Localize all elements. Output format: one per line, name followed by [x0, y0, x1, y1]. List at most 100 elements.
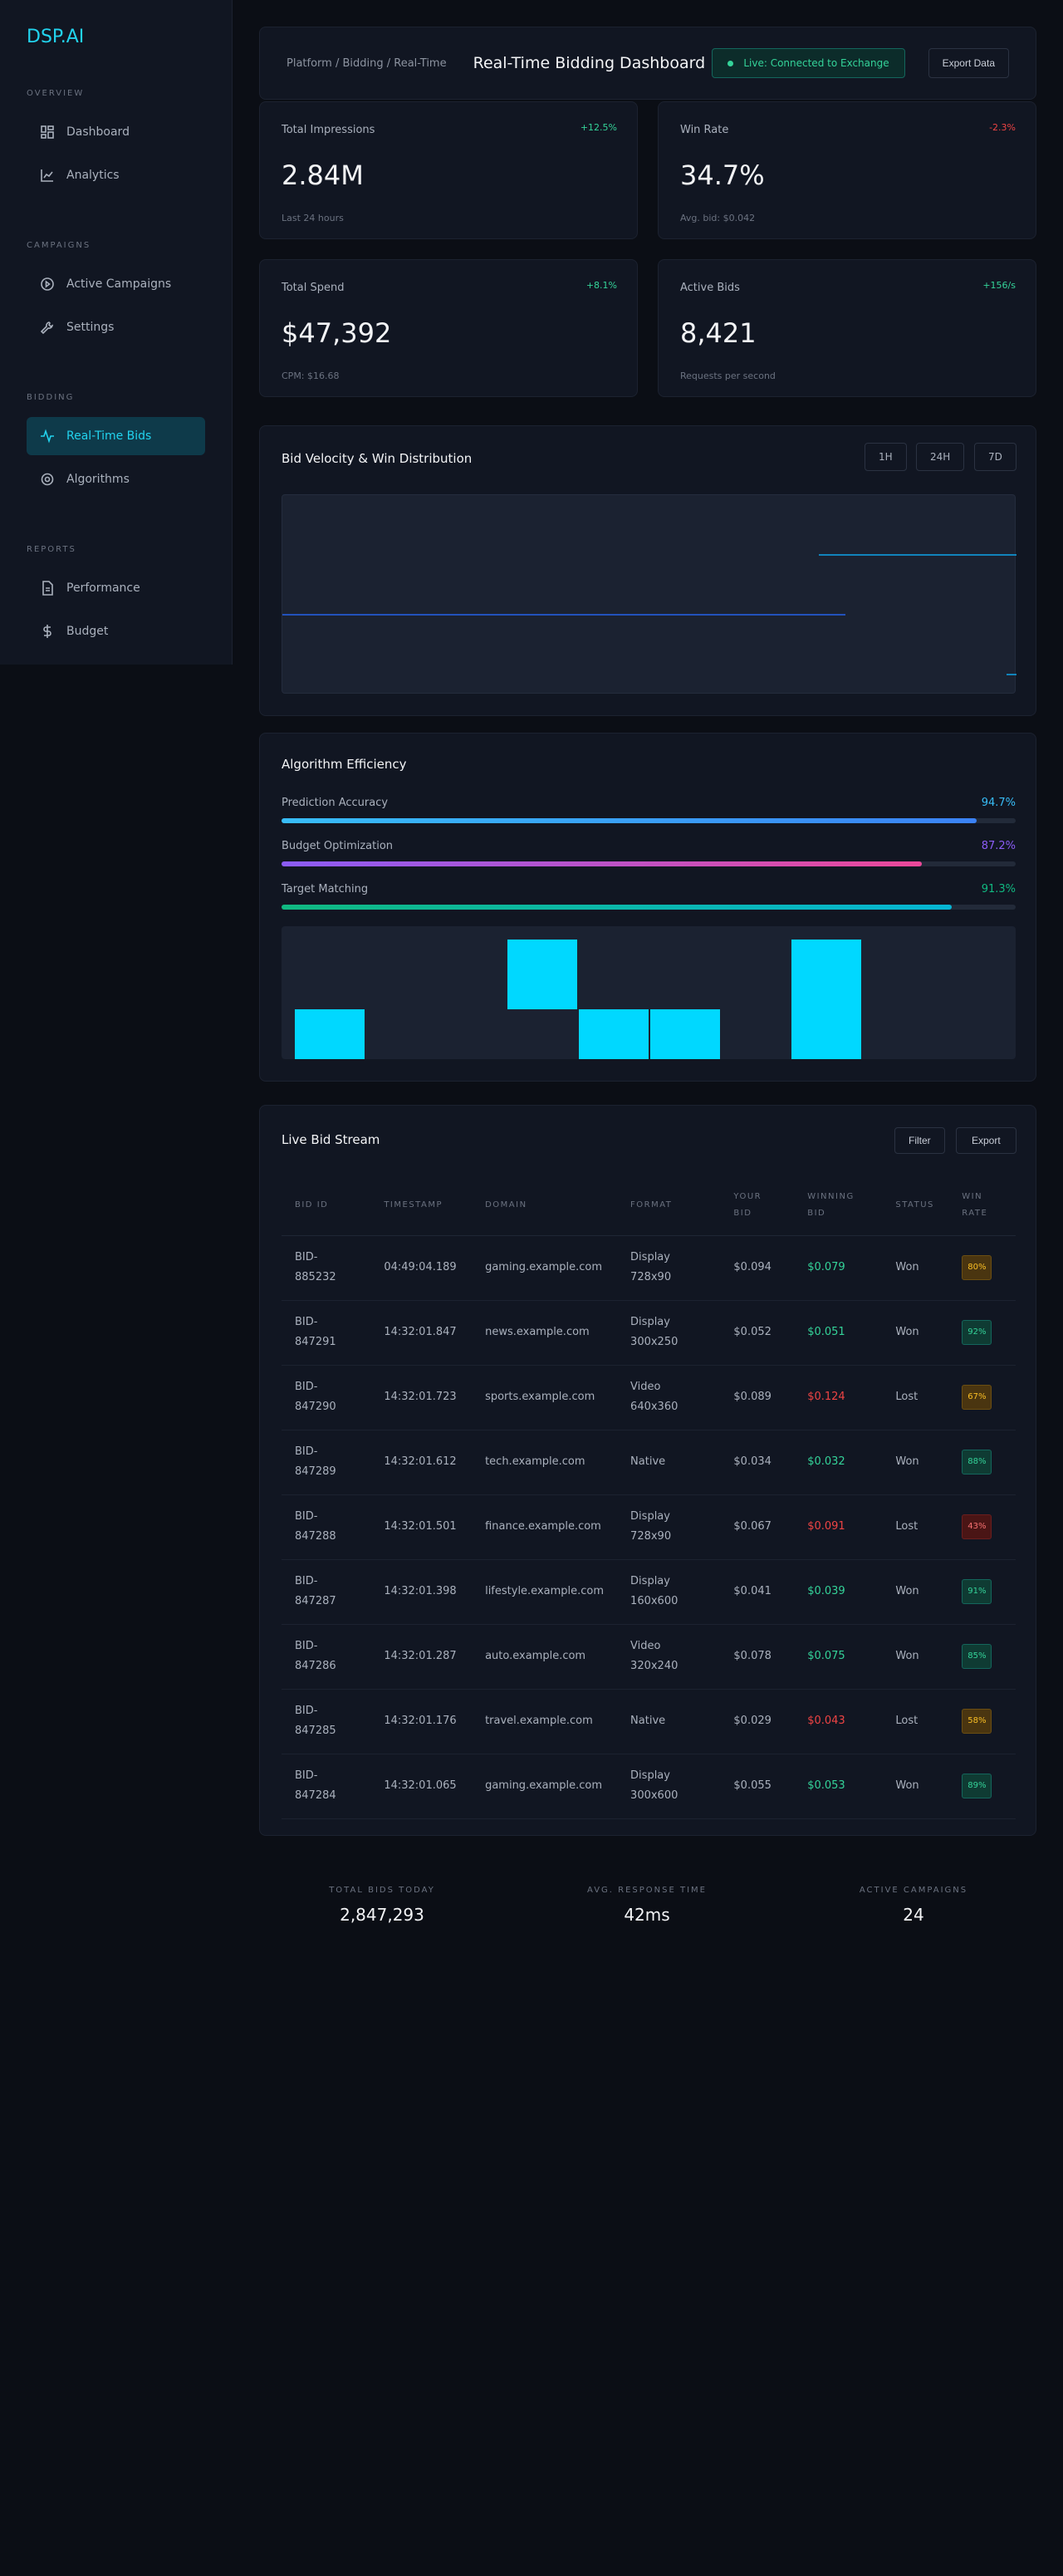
your-bid-cell: $0.094	[720, 1235, 795, 1301]
footer-value: 2,847,293	[340, 1905, 424, 1925]
domain-cell: gaming.example.com	[472, 1235, 618, 1301]
table-row[interactable]: BID-847285 14:32:01.176 travel.example.com…	[282, 1689, 1016, 1754]
sidebar-item-dashboard[interactable]: Dashboard	[27, 113, 205, 151]
table-row[interactable]: BID-847287 14:32:01.398 lifestyle.example.…	[282, 1559, 1016, 1625]
page-title: Real-Time Bidding Dashboard	[473, 54, 706, 72]
efficiency-value: 91.3%	[981, 883, 1016, 895]
connection-status-text: Live: Connected to Exchange	[743, 57, 889, 69]
domain-cell: tech.example.com	[472, 1430, 618, 1495]
domain-cell: travel.example.com	[472, 1689, 618, 1754]
sidebar-item-label: Real-Time Bids	[66, 429, 152, 443]
efficiency-bar-track	[282, 818, 1016, 823]
metric-label: Active Bids	[680, 282, 740, 294]
timestamp-cell: 14:32:01.847	[370, 1300, 473, 1366]
metric-subtext: Last 24 hours	[282, 213, 344, 223]
sidebar-item-real-time-bids[interactable]: Real-Time Bids	[27, 417, 205, 455]
metric-card-active-bids: Active Bids +156/s 8,421 Requests per se…	[658, 259, 1036, 397]
column-header[interactable]: Format	[617, 1175, 721, 1236]
format-cell: Display 300x600	[617, 1754, 721, 1819]
efficiency-heatmap	[282, 926, 1016, 1059]
column-header[interactable]: Domain	[472, 1175, 618, 1236]
footer-stat-response-time: Avg. Response Time 42ms	[514, 1886, 780, 1925]
heatmap-cell	[579, 1009, 649, 1059]
heatmap-cell	[650, 1009, 720, 1059]
column-header[interactable]: Bid ID	[282, 1175, 371, 1236]
metric-change: +156/s	[982, 280, 1016, 291]
status-cell: Won	[882, 1754, 949, 1819]
bid-id-cell: BID-847285	[282, 1689, 371, 1754]
timestamp-cell: 14:32:01.287	[370, 1624, 473, 1690]
column-header[interactable]: Your Bid	[720, 1175, 795, 1236]
domain-cell: news.example.com	[472, 1300, 618, 1366]
column-header[interactable]: Timestamp	[370, 1175, 473, 1236]
format-cell: Video 640x360	[617, 1365, 721, 1430]
efficiency-bar-track	[282, 861, 1016, 866]
metric-card-impressions: Total Impressions +12.5% 2.84M Last 24 h…	[259, 101, 638, 239]
domain-cell: sports.example.com	[472, 1365, 618, 1430]
efficiency-bar-fill	[282, 861, 922, 866]
export-data-button[interactable]: Export Data	[928, 48, 1009, 78]
timestamp-cell: 14:32:01.398	[370, 1559, 473, 1625]
nav-section-reports: Reports	[27, 545, 76, 554]
win-rate-cell: 85%	[948, 1624, 1016, 1690]
table-row[interactable]: BID-847288 14:32:01.501 finance.example.co…	[282, 1494, 1016, 1560]
heatmap-cell	[791, 1009, 861, 1059]
your-bid-cell: $0.034	[720, 1430, 795, 1495]
efficiency-value: 87.2%	[981, 840, 1016, 852]
your-bid-cell: $0.055	[720, 1754, 795, 1819]
metric-card-spend: Total Spend +8.1% $47,392 CPM: $16.68	[259, 259, 638, 397]
win-rate-cell: 58%	[948, 1689, 1016, 1754]
table-row[interactable]: BID-847289 14:32:01.612 tech.example.com Na…	[282, 1430, 1016, 1495]
metric-change: +12.5%	[580, 122, 617, 133]
column-header[interactable]: Status	[882, 1175, 949, 1236]
table-row[interactable]: BID-847291 14:32:01.847 news.example.com Di…	[282, 1300, 1016, 1366]
bid-id-cell: BID-847288	[282, 1494, 371, 1560]
winning-bid-cell: $0.039	[794, 1559, 883, 1625]
sidebar-item-settings[interactable]: Settings	[27, 308, 205, 346]
range-24h-button[interactable]: 24H	[916, 443, 965, 471]
metric-card-win-rate: Win Rate -2.3% 34.7% Avg. bid: $0.042	[658, 101, 1036, 239]
sidebar-item-performance[interactable]: Performance	[27, 569, 205, 607]
format-cell: Video 320x240	[617, 1624, 721, 1690]
bid-id-cell: BID-847287	[282, 1559, 371, 1625]
bid-stream-table: Bid ID Timestamp Domain Format Your Bid …	[282, 1175, 1016, 1819]
table-row[interactable]: BID-847284 14:32:01.065 gaming.example.com…	[282, 1754, 1016, 1819]
sidebar-item-label: Active Campaigns	[66, 277, 172, 291]
export-button[interactable]: Export	[956, 1127, 1016, 1154]
footer-value: 24	[903, 1905, 924, 1925]
winning-bid-cell: $0.043	[794, 1689, 883, 1754]
sidebar-item-label: Budget	[66, 625, 109, 638]
sidebar-item-budget[interactable]: Budget	[27, 612, 205, 650]
your-bid-cell: $0.089	[720, 1365, 795, 1430]
range-1h-button[interactable]: 1H	[865, 443, 907, 471]
table-row[interactable]: BID-885232 04:49:04.189 gaming.example.com…	[282, 1235, 1016, 1301]
status-cell: Lost	[882, 1365, 949, 1430]
domain-cell: finance.example.com	[472, 1494, 618, 1560]
your-bid-cell: $0.041	[720, 1559, 795, 1625]
sidebar-item-algorithms[interactable]: Algorithms	[27, 460, 205, 498]
column-header[interactable]: Winning Bid	[794, 1175, 883, 1236]
format-cell: Display 728x90	[617, 1235, 721, 1301]
efficiency-label: Target Matching	[282, 883, 369, 895]
dashboard-icon	[41, 125, 54, 139]
table-row[interactable]: BID-847286 14:32:01.287 auto.example.com Vi…	[282, 1624, 1016, 1690]
activity-icon	[41, 429, 54, 444]
table-row[interactable]: BID-847290 14:32:01.723 sports.example.com…	[282, 1365, 1016, 1430]
filter-button[interactable]: Filter	[894, 1127, 945, 1154]
status-dot-icon	[727, 60, 734, 66]
connection-status-badge: Live: Connected to Exchange	[712, 48, 905, 78]
heatmap-cell	[295, 1009, 365, 1059]
win-rate-cell: 88%	[948, 1430, 1016, 1495]
sidebar: DSP.AI Overview Dashboard Analytics Camp…	[0, 0, 233, 665]
footer-stat-total-bids: Total Bids Today 2,847,293	[249, 1886, 515, 1925]
sidebar-item-analytics[interactable]: Analytics	[27, 156, 205, 194]
column-header[interactable]: Win Rate	[948, 1175, 1016, 1236]
footer-label: Total Bids Today	[329, 1886, 435, 1895]
metric-label: Win Rate	[680, 124, 729, 136]
wrench-icon	[40, 321, 54, 335]
breadcrumb[interactable]: Platform / Bidding / Real-Time	[287, 56, 447, 70]
timestamp-cell: 04:49:04.189	[370, 1235, 473, 1301]
win-rate-badge: 67%	[962, 1385, 992, 1410]
sidebar-item-active-campaigns[interactable]: Active Campaigns	[27, 265, 205, 303]
range-7d-button[interactable]: 7D	[974, 443, 1016, 471]
